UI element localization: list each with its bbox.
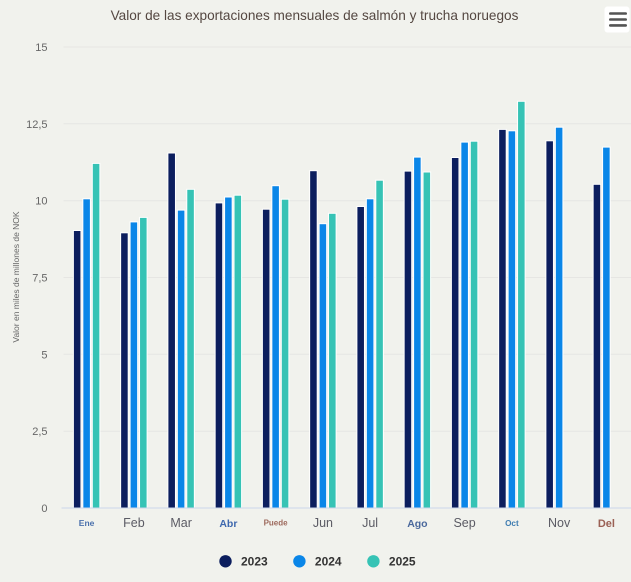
svg-text:Puede: Puede xyxy=(264,518,289,527)
svg-text:Del: Del xyxy=(598,518,615,530)
svg-text:5: 5 xyxy=(41,349,47,361)
svg-text:2023: 2023 xyxy=(241,555,268,569)
svg-text:Valor de las exportaciones men: Valor de las exportaciones mensuales de … xyxy=(111,8,519,23)
svg-text:Feb: Feb xyxy=(123,516,145,530)
svg-text:2025: 2025 xyxy=(389,555,416,569)
svg-text:Nov: Nov xyxy=(548,516,571,530)
svg-text:12,5: 12,5 xyxy=(26,119,47,131)
svg-text:0: 0 xyxy=(41,503,47,515)
svg-text:10: 10 xyxy=(35,196,47,208)
svg-text:Ago: Ago xyxy=(407,518,427,530)
svg-text:Abr: Abr xyxy=(219,518,237,530)
svg-text:7,5: 7,5 xyxy=(32,273,47,285)
svg-text:Oct: Oct xyxy=(505,519,519,528)
svg-text:15: 15 xyxy=(35,42,47,54)
svg-text:Valor en miles de millones de: Valor en miles de millones de NOK xyxy=(11,211,21,343)
svg-text:2024: 2024 xyxy=(315,555,342,569)
svg-text:Jun: Jun xyxy=(313,516,333,530)
svg-text:Sep: Sep xyxy=(453,516,475,530)
svg-text:2,5: 2,5 xyxy=(32,426,47,438)
svg-text:Jul: Jul xyxy=(362,516,378,530)
svg-text:Ene: Ene xyxy=(79,518,95,528)
svg-text:Mar: Mar xyxy=(170,516,192,530)
